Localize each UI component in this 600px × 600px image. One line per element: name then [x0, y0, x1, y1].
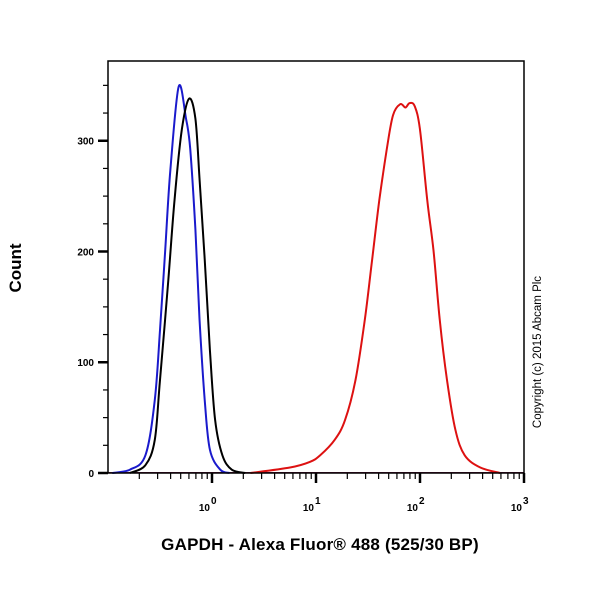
y-axis-label: Count [6, 243, 25, 293]
x-tick-label: 10 [511, 503, 523, 514]
y-tick-label: 100 [77, 358, 94, 369]
copyright-notice: Copyright (c) 2015 Abcam Plc [532, 275, 544, 429]
x-tick-label: 10 [303, 503, 315, 514]
x-tick-label: 10 [407, 503, 419, 514]
series-line [250, 101, 501, 474]
y-tick-label: 200 [77, 247, 94, 258]
series-line [129, 97, 246, 474]
x-axis-label: GAPDH - Alexa Fluor® 488 (525/30 BP) [161, 535, 479, 554]
axis-ticks [98, 84, 526, 483]
x-tick-exponent: 1 [315, 496, 321, 507]
y-tick-label: 300 [77, 137, 94, 148]
x-tick-exponent: 3 [523, 496, 529, 507]
x-tick-exponent: 2 [419, 496, 425, 507]
x-tick-exponent: 0 [211, 496, 217, 507]
histogram-series [108, 84, 524, 474]
x-tick-label: 10 [199, 503, 211, 514]
series-line [111, 84, 231, 474]
plot-frame [107, 60, 525, 474]
y-tick-label: 0 [88, 469, 94, 480]
